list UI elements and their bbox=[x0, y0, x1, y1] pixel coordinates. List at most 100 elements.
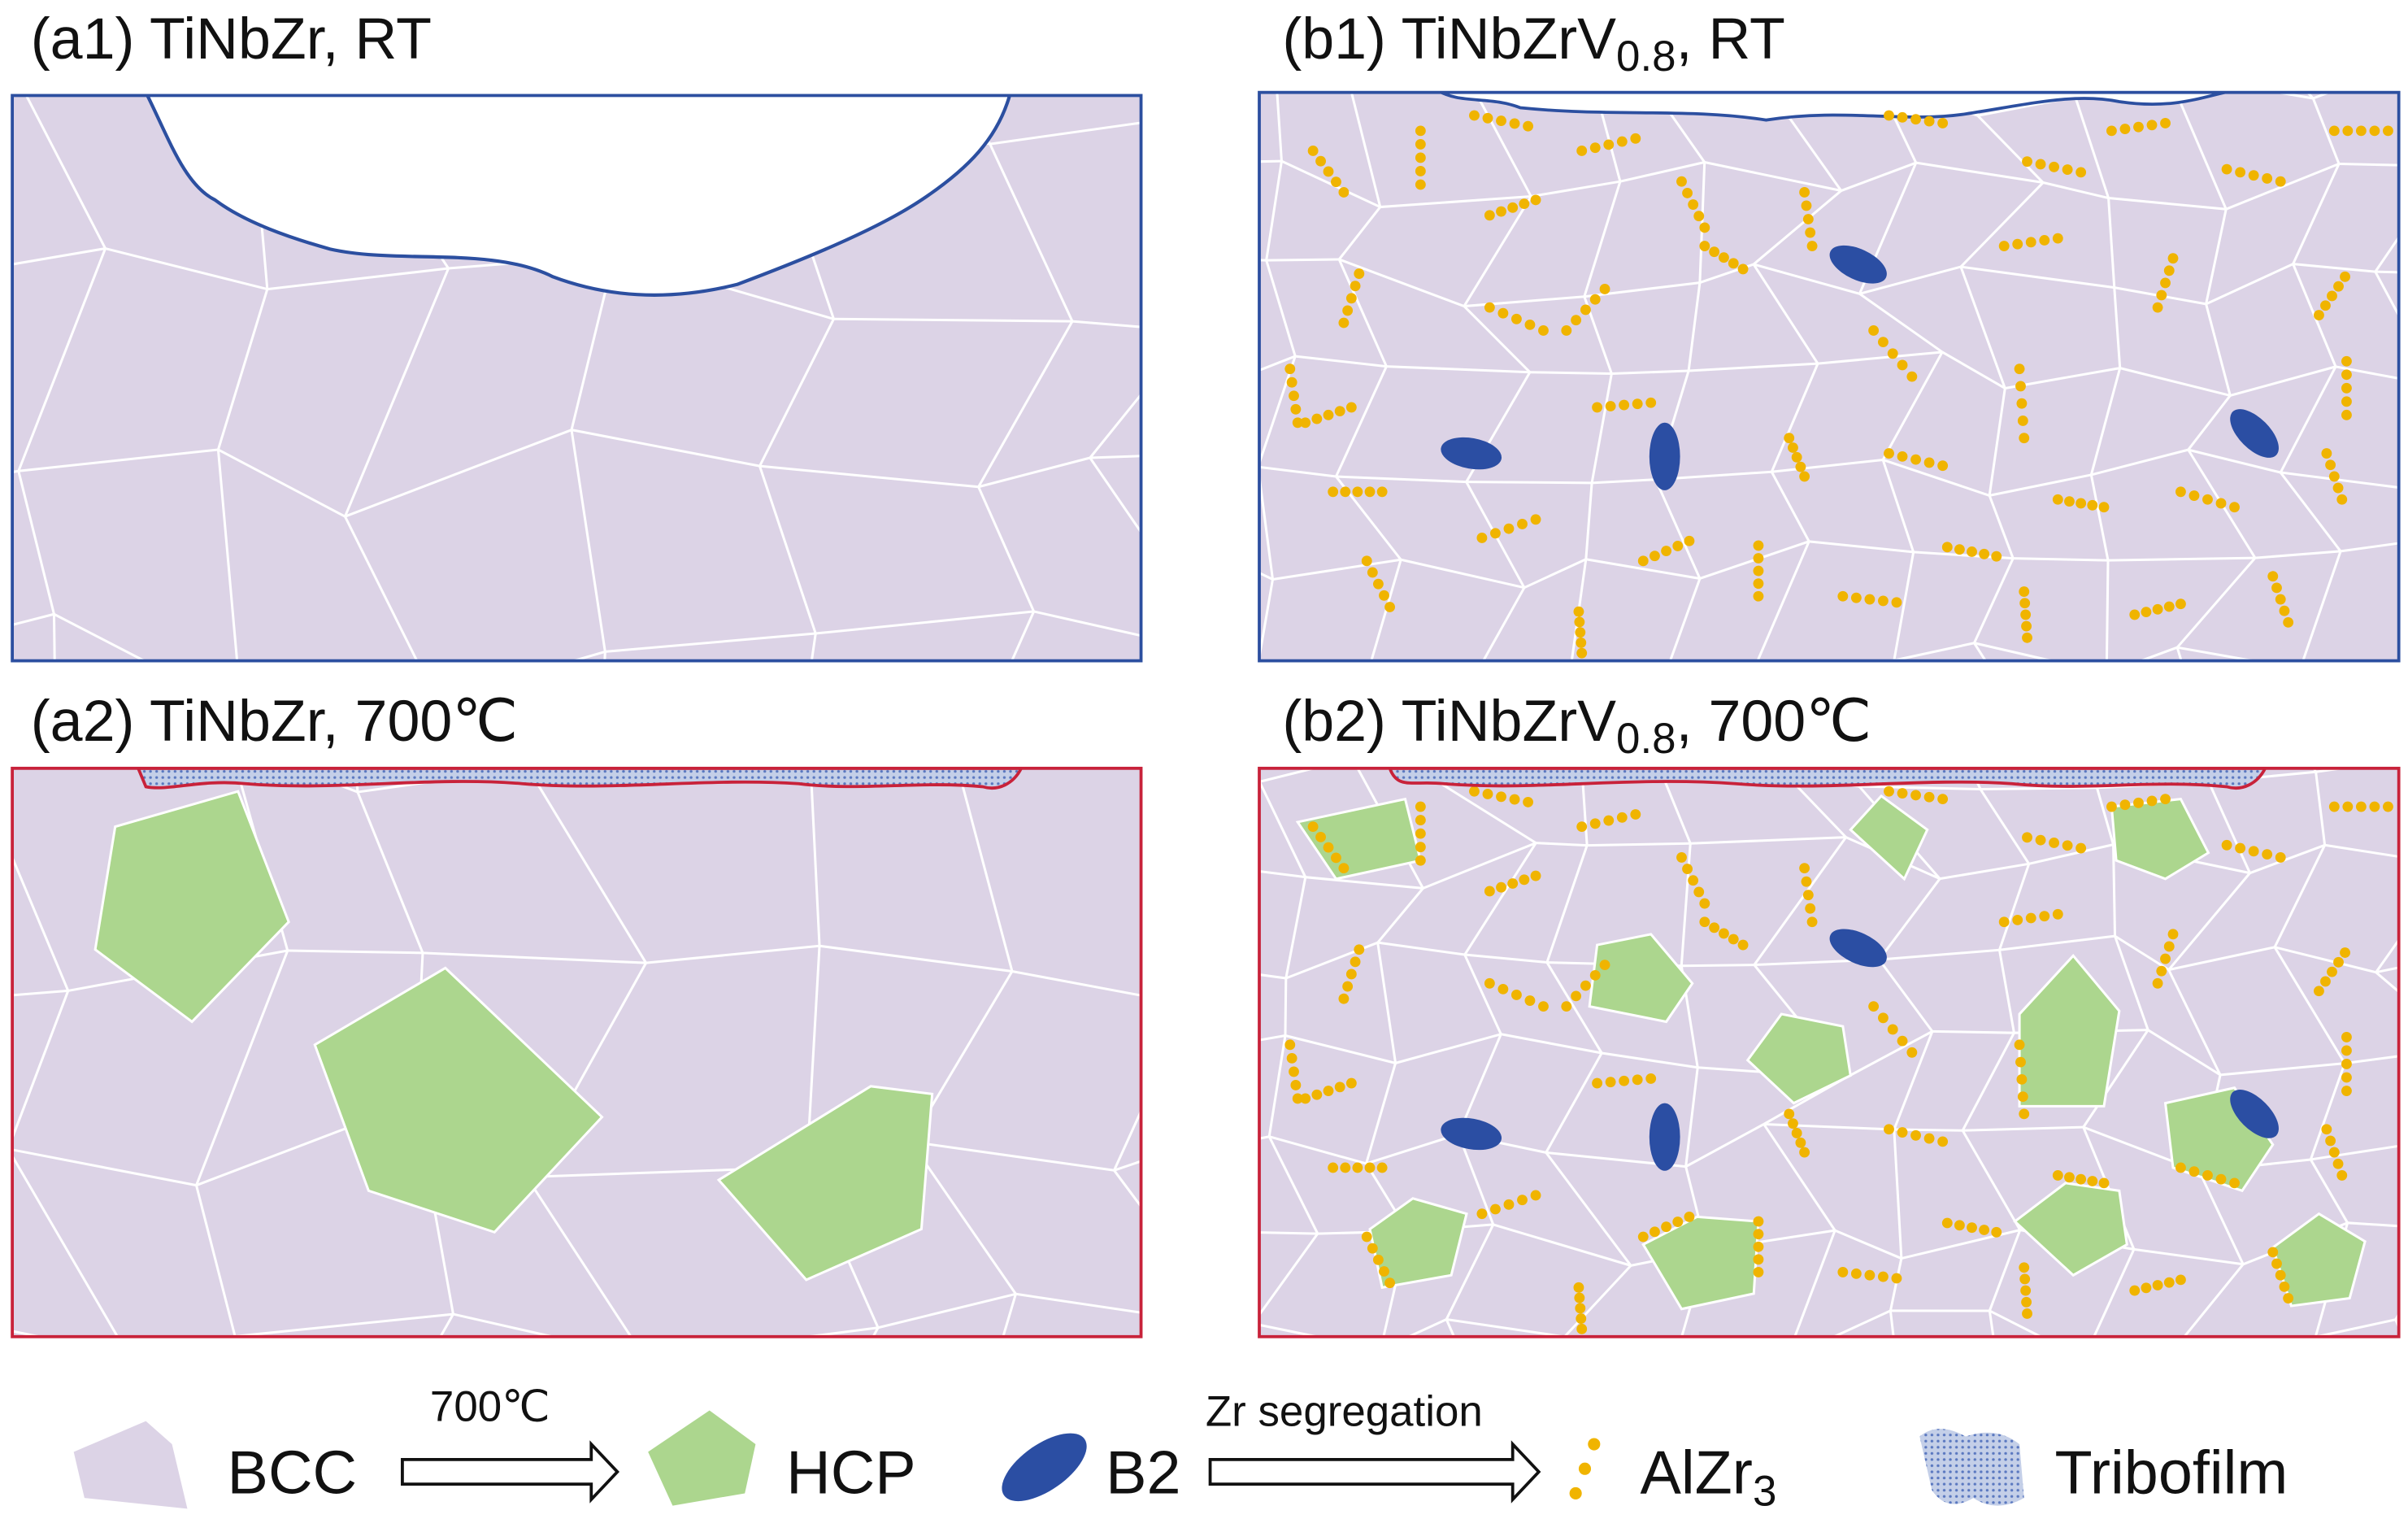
grain-boundary bbox=[1259, 781, 1307, 878]
grain-boundary bbox=[2113, 287, 2122, 368]
alzr3-particle bbox=[1328, 486, 1339, 498]
alzr3-particle bbox=[1954, 1220, 1965, 1231]
grain-boundary bbox=[1124, 0, 1202, 17]
grain-boundary bbox=[2207, 781, 2251, 874]
grain-boundary bbox=[758, 318, 835, 467]
grain-boundary bbox=[525, 1176, 632, 1337]
alzr3-icon bbox=[1569, 1438, 1601, 1500]
grain-boundary bbox=[1796, 1417, 1906, 1438]
grain-boundary bbox=[422, 951, 646, 964]
grain-boundary bbox=[1457, 1034, 1502, 1135]
alzr3-particle bbox=[1345, 402, 1357, 413]
grain-boundary bbox=[798, 1326, 879, 1337]
grain-boundary bbox=[2200, 768, 2210, 783]
grain-boundary bbox=[1878, 877, 1941, 961]
alzr3-particle bbox=[1650, 1226, 1660, 1238]
alzr3-particle bbox=[1496, 881, 1506, 893]
grain-boundary bbox=[2245, 0, 2329, 23]
alzr3-particle bbox=[1286, 376, 1297, 388]
grain-boundary bbox=[2312, 768, 2317, 773]
alzr3-particle bbox=[2106, 125, 2117, 137]
alzr3-particle bbox=[1517, 519, 1528, 529]
alzr3-particle bbox=[2275, 1269, 2286, 1281]
alzr3-particle bbox=[1850, 1268, 1862, 1279]
grain-boundary bbox=[1098, 677, 1162, 749]
grain-boundary bbox=[2095, 787, 2115, 846]
grain-boundary bbox=[1889, 1258, 1903, 1312]
grain-boundary bbox=[2107, 198, 2116, 288]
grain-boundary bbox=[1684, 1067, 1699, 1167]
alzr3-particle bbox=[2215, 1173, 2227, 1185]
grain-boundary bbox=[645, 944, 820, 964]
grain-boundary bbox=[2329, 0, 2408, 20]
alzr3-particle bbox=[2160, 953, 2171, 964]
grain-boundary bbox=[1768, 78, 1876, 88]
alzr3-particle bbox=[2016, 1073, 2028, 1085]
hcp-grain bbox=[1745, 1012, 1852, 1105]
grain-boundary bbox=[1466, 481, 1593, 485]
alzr3-particle bbox=[1878, 595, 1889, 607]
grain-boundary bbox=[1583, 181, 1622, 298]
grain-boundary bbox=[1463, 195, 1532, 307]
grain-boundary bbox=[24, 95, 106, 250]
alzr3-particle bbox=[1693, 211, 1705, 222]
grain-boundary bbox=[1177, 1232, 1223, 1346]
tribofilm bbox=[1388, 768, 2267, 790]
grain-boundary bbox=[2168, 946, 2275, 972]
alzr3-particle bbox=[2062, 840, 2073, 851]
alzr3-particle bbox=[1941, 1217, 1953, 1229]
grain-boundary bbox=[1584, 482, 1593, 559]
alzr3-particle bbox=[1482, 112, 1493, 124]
grain-boundary bbox=[1338, 206, 1381, 260]
alzr3-particle bbox=[2188, 490, 2200, 501]
alzr3-particle bbox=[1331, 852, 1341, 864]
alzr3-particle bbox=[1672, 540, 1684, 551]
alzr3-particle bbox=[1795, 1137, 1806, 1148]
alzr3-particle bbox=[1574, 616, 1585, 628]
grain-boundary bbox=[989, 121, 1141, 146]
alzr3-particle bbox=[1364, 486, 1376, 498]
alzr3-particle bbox=[1737, 263, 1749, 275]
alzr3-particle bbox=[1354, 944, 1365, 955]
grain-boundary bbox=[1176, 453, 1258, 467]
alzr3-particle bbox=[1672, 1216, 1684, 1227]
grain-boundary bbox=[2175, 646, 2183, 661]
alzr3-particle bbox=[2017, 1091, 2028, 1103]
grain-boundary bbox=[978, 456, 1091, 489]
grain-boundary bbox=[2151, 665, 2258, 669]
alzr3-particle bbox=[1906, 371, 1918, 382]
alzr3-particle bbox=[2235, 842, 2246, 854]
b2-particle bbox=[1829, 245, 1887, 284]
alzr3-particle bbox=[2341, 1072, 2352, 1083]
alzr3-particle bbox=[1693, 886, 1705, 898]
alzr3-particle bbox=[1338, 863, 1350, 874]
grain-boundary bbox=[1584, 281, 1701, 298]
alzr3-particle bbox=[1599, 960, 1610, 971]
alzr3-particle bbox=[1300, 1093, 1311, 1104]
grain-boundary bbox=[2205, 263, 2294, 306]
alzr3-particle bbox=[1364, 1162, 1376, 1173]
grain-boundary bbox=[1879, 948, 2000, 961]
grain-boundary bbox=[1619, 161, 1706, 183]
grain-boundary bbox=[1445, 1224, 1495, 1321]
alzr3-particle bbox=[1384, 602, 1395, 612]
hcp-icon bbox=[648, 1410, 756, 1506]
alzr3-particle bbox=[1576, 821, 1588, 833]
grain-boundary bbox=[1365, 682, 1469, 686]
grain-boundary bbox=[2198, 1171, 2245, 1265]
grain-boundary bbox=[1267, 1035, 1287, 1137]
alzr3-particle bbox=[1795, 461, 1806, 472]
grain-boundary bbox=[1295, 355, 1387, 368]
grain-boundary bbox=[1284, 1034, 1396, 1064]
grain-boundary bbox=[2361, 657, 2408, 757]
alzr3-particle bbox=[1367, 1243, 1378, 1254]
alzr3-particle bbox=[1753, 1254, 1764, 1265]
alzr3-particle bbox=[1345, 293, 1357, 304]
grain-boundary bbox=[1143, 660, 1256, 673]
alzr3-particle bbox=[2019, 1108, 2030, 1120]
grain-boundary bbox=[1338, 258, 1465, 307]
panel-title: (a1) TiNbZr, RT bbox=[31, 7, 432, 72]
grain-boundary bbox=[910, 1140, 1115, 1172]
alzr3-particle bbox=[1300, 417, 1311, 429]
